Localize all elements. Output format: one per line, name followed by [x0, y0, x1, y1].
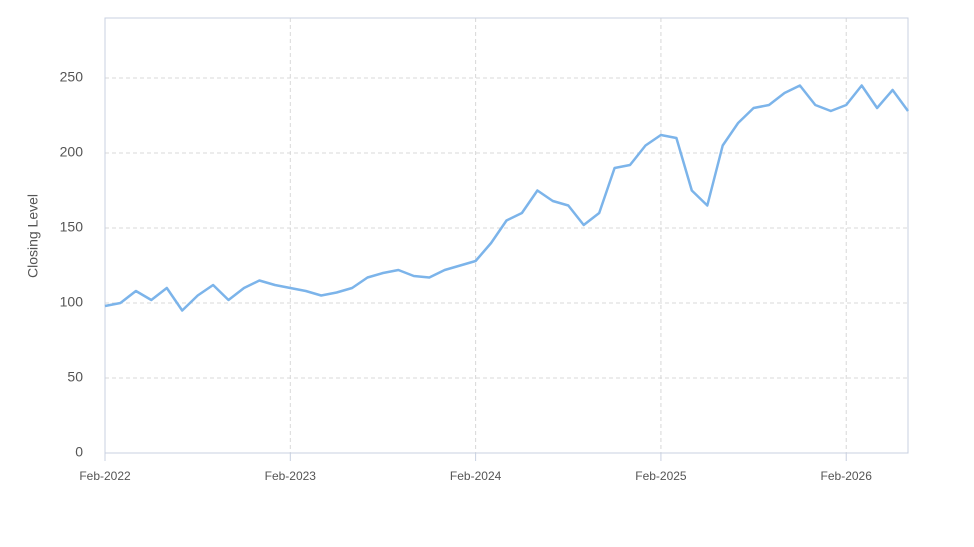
x-tick-label: Feb-2023 [265, 469, 317, 483]
y-tick-label: 50 [67, 369, 83, 385]
x-tick-label: Feb-2025 [635, 469, 687, 483]
y-tick-label: 200 [60, 144, 84, 160]
x-tick-label: Feb-2022 [79, 469, 131, 483]
y-axis-label: Closing Level [25, 194, 41, 278]
y-tick-label: 150 [60, 219, 84, 235]
y-tick-label: 0 [75, 444, 83, 460]
plot-frame [104, 17, 909, 454]
x-tick-label: Feb-2026 [821, 469, 873, 483]
data-line [104, 84, 910, 312]
y-tick-label: 250 [60, 69, 84, 85]
y-tick-label: 100 [60, 294, 84, 310]
x-tick-label: Feb-2024 [450, 469, 502, 483]
